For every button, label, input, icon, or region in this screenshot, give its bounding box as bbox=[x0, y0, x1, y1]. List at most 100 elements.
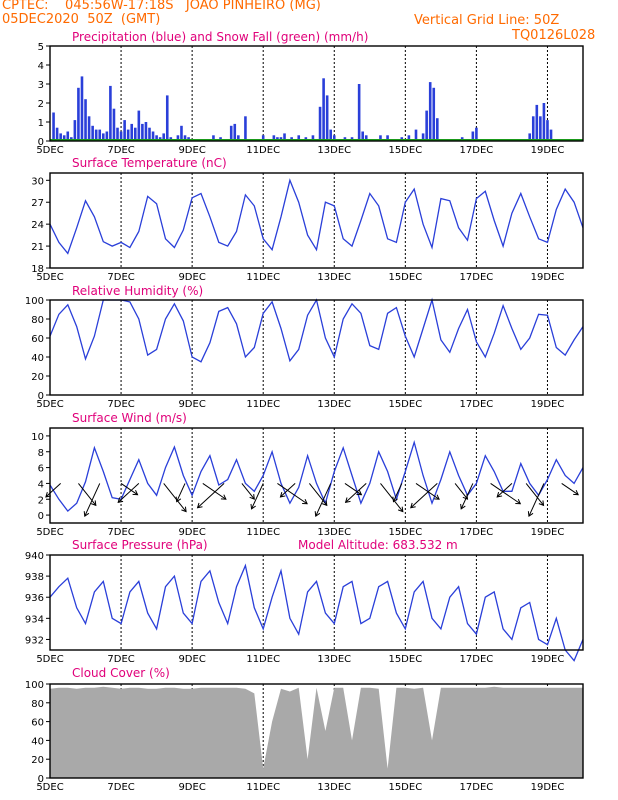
wind-arrow bbox=[241, 483, 255, 500]
x-tick-label: 7DEC bbox=[107, 782, 134, 793]
y-tick-label: 940 bbox=[25, 551, 44, 562]
precip-bar bbox=[311, 135, 315, 141]
precip-bar bbox=[318, 106, 322, 141]
precip-bar bbox=[155, 135, 158, 141]
precip-bar bbox=[261, 135, 265, 141]
x-tick-label: 7DEC bbox=[107, 272, 134, 283]
precip-bar bbox=[357, 84, 361, 141]
precip-bar bbox=[379, 135, 382, 141]
panel-frame bbox=[49, 554, 584, 651]
x-tick-label: 11DEC bbox=[246, 399, 280, 410]
precip-bar bbox=[539, 116, 542, 141]
wind-arrow-head bbox=[410, 502, 416, 509]
wind-arrow-head bbox=[397, 506, 404, 513]
wind-arrow-head bbox=[527, 511, 534, 518]
y-tick-label: 6 bbox=[38, 464, 44, 475]
precip-bar bbox=[237, 135, 240, 141]
y-tick-label: 27 bbox=[31, 198, 44, 209]
y-tick-label: 3 bbox=[38, 80, 44, 91]
y-tick-label: 60 bbox=[31, 718, 44, 729]
panel-frame bbox=[49, 683, 584, 779]
wind-arrow-head bbox=[175, 496, 182, 503]
precip-bar bbox=[542, 103, 546, 141]
precip-bar bbox=[244, 116, 247, 141]
x-tick-label: 17DEC bbox=[460, 145, 494, 156]
x-tick-label: 9DEC bbox=[178, 527, 205, 538]
y-tick-label: 4 bbox=[38, 61, 44, 72]
wind-arrow-head bbox=[132, 489, 139, 496]
wind-arrow bbox=[277, 483, 308, 505]
panel-title: Surface Temperature (nC) bbox=[72, 156, 227, 170]
wind-arrow-head bbox=[538, 500, 545, 507]
precip-bar bbox=[94, 129, 98, 141]
precip-bar bbox=[176, 135, 180, 141]
wind-arrow-head bbox=[302, 498, 308, 505]
precip-bar bbox=[549, 129, 553, 141]
x-tick-label: 19DEC bbox=[531, 399, 565, 410]
y-tick-label: 934 bbox=[25, 614, 44, 625]
precip-bar bbox=[528, 133, 531, 141]
x-tick-label: 7DEC bbox=[107, 654, 134, 665]
x-tick-label: 19DEC bbox=[531, 272, 565, 283]
y-tick-label: 0 bbox=[38, 511, 44, 522]
wind-arrow bbox=[454, 483, 468, 500]
precip-bar bbox=[91, 125, 94, 141]
y-tick-label: 932 bbox=[25, 635, 44, 646]
x-tick-label: 7DEC bbox=[107, 399, 134, 410]
y-tick-label: 30 bbox=[31, 176, 44, 187]
wind-arrow-head bbox=[573, 489, 579, 496]
y-tick-label: 938 bbox=[25, 572, 44, 583]
y-tick-label: 5 bbox=[38, 42, 44, 53]
wind-arrow-head bbox=[83, 511, 90, 518]
precip-bar bbox=[297, 135, 301, 141]
wind-arrow bbox=[496, 483, 513, 498]
panel-frame bbox=[49, 172, 584, 269]
x-tick-label: 11DEC bbox=[246, 527, 280, 538]
x-tick-label: 19DEC bbox=[531, 782, 565, 793]
wind-arrow-head bbox=[117, 497, 124, 503]
x-tick-label: 17DEC bbox=[460, 782, 494, 793]
y-tick-label: 0 bbox=[38, 391, 44, 402]
precip-bar bbox=[77, 87, 80, 141]
x-tick-label: 15DEC bbox=[388, 272, 422, 283]
wind-arrow-head bbox=[515, 498, 522, 505]
precip-bar bbox=[144, 122, 148, 141]
x-tick-label: 5DEC bbox=[36, 272, 63, 283]
panel-6: 5DEC 7DEC 9DEC 11DEC 13DEC 15DEC 17DEC 19DEC 0 20… bbox=[25, 666, 584, 793]
x-tick-label: 13DEC bbox=[317, 654, 351, 665]
y-tick-label: 40 bbox=[31, 736, 44, 747]
y-tick-label: 2 bbox=[38, 99, 44, 110]
wind-arrow bbox=[163, 483, 187, 512]
wind-arrow bbox=[344, 483, 362, 496]
x-tick-label: 5DEC bbox=[36, 527, 63, 538]
precip-bar bbox=[141, 123, 144, 141]
x-tick-label: 13DEC bbox=[317, 399, 351, 410]
precip-bar bbox=[165, 95, 169, 141]
precip-bar bbox=[55, 127, 59, 141]
header-grid-note: Vertical Grid Line: 50Z bbox=[414, 13, 560, 28]
precip-bar bbox=[283, 133, 286, 141]
y-tick-label: 8 bbox=[38, 448, 44, 459]
y-tick-label: 0 bbox=[38, 137, 44, 148]
precip-bar bbox=[133, 127, 137, 141]
precip-bar bbox=[87, 116, 91, 141]
y-tick-label: 20 bbox=[31, 372, 44, 383]
series-line bbox=[49, 439, 584, 513]
y-tick-label: 100 bbox=[25, 680, 44, 691]
precip-bar bbox=[535, 104, 539, 141]
wind-arrow bbox=[490, 483, 521, 505]
wind-arrow-head bbox=[314, 511, 321, 518]
x-tick-label: 19DEC bbox=[531, 654, 565, 665]
x-tick-label: 13DEC bbox=[317, 145, 351, 156]
x-tick-label: 9DEC bbox=[178, 272, 205, 283]
x-tick-label: 9DEC bbox=[178, 399, 205, 410]
wind-arrow-head bbox=[196, 502, 203, 509]
precip-bar bbox=[180, 125, 183, 141]
x-tick-label: 11DEC bbox=[246, 782, 280, 793]
panel-3: 5DEC 7DEC 9DEC 11DEC 13DEC 15DEC 17DEC 19DEC 0 20… bbox=[25, 284, 584, 410]
wind-arrow-head bbox=[249, 494, 255, 500]
wind-arrow-head bbox=[45, 491, 51, 498]
wind-arrow-head bbox=[250, 503, 256, 510]
panel-title: Precipitation (blue) and Snow Fall (gree… bbox=[72, 30, 368, 44]
